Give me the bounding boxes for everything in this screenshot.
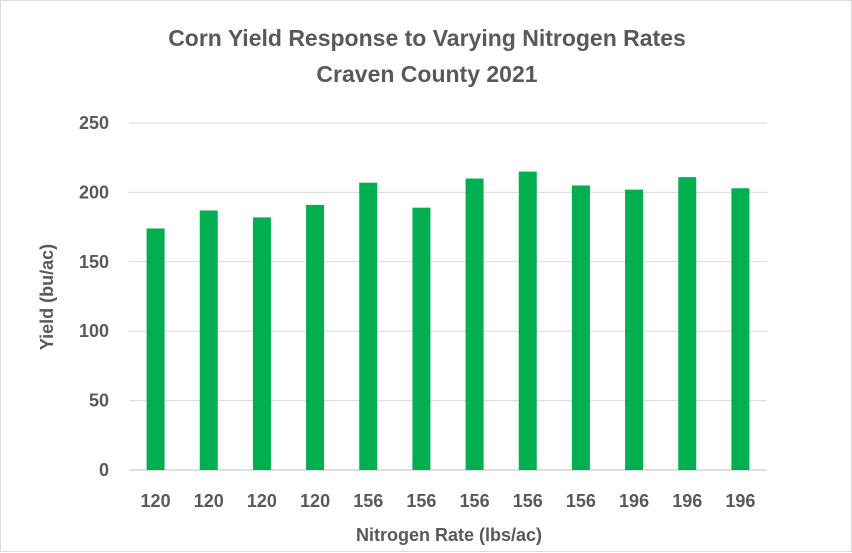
bar-7: [465, 178, 484, 470]
x-axis-ticks: 120 120 120 120 156 156 156 156 156 196 196 196: [141, 491, 756, 511]
bar-2: [199, 210, 218, 470]
x-axis-label: Nitrogen Rate (lbs/ac): [356, 525, 542, 545]
y-tick-label: 150: [79, 252, 109, 272]
bar-8: [518, 171, 537, 470]
chart-title: Corn Yield Response to Varying Nitrogen …: [168, 25, 686, 51]
x-tick-label: 196: [619, 491, 649, 511]
y-axis-label: Yield (bu/ac): [37, 244, 57, 350]
x-tick-label: 120: [300, 491, 330, 511]
bar-4: [306, 204, 325, 470]
bar-1: [146, 228, 165, 470]
y-tick-label: 250: [79, 113, 109, 133]
x-tick-label: 156: [406, 491, 436, 511]
bar-12: [731, 188, 750, 470]
x-tick-label: 196: [672, 491, 702, 511]
bar-11: [678, 177, 697, 470]
x-tick-label: 156: [460, 491, 490, 511]
grid-lines: [129, 122, 767, 471]
x-tick-label: 196: [725, 491, 755, 511]
y-axis-ticks: 0 50 100 150 200 250: [79, 113, 109, 480]
x-tick-label: 156: [566, 491, 596, 511]
x-tick-label: 120: [247, 491, 277, 511]
x-tick-label: 120: [194, 491, 224, 511]
y-tick-label: 200: [79, 182, 109, 202]
y-tick-label: 100: [79, 321, 109, 341]
bar-9: [571, 185, 590, 470]
bar-6: [412, 207, 431, 470]
bar-10: [625, 189, 644, 470]
y-tick-label: 0: [99, 460, 109, 480]
bars: [146, 171, 750, 470]
bar-3: [252, 217, 271, 470]
x-tick-label: 120: [141, 491, 171, 511]
y-tick-label: 50: [89, 391, 109, 411]
x-tick-label: 156: [513, 491, 543, 511]
chart-subtitle: Craven County 2021: [316, 61, 537, 87]
x-tick-label: 156: [353, 491, 383, 511]
bar-5: [359, 182, 378, 470]
